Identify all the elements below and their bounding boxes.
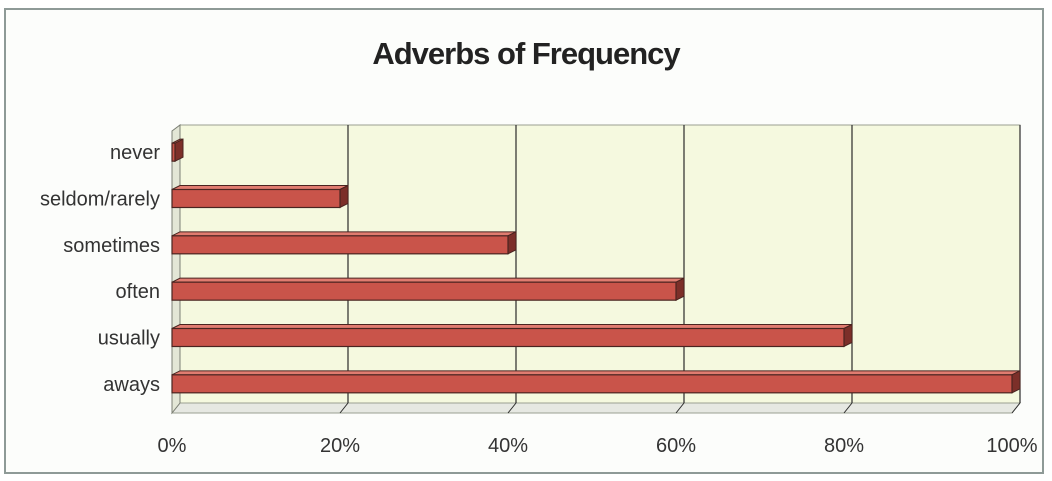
x-tick-label: 60% (656, 435, 696, 457)
bar-side-face (675, 277, 685, 301)
gridline-floor (1011, 402, 1021, 414)
plot-floor (170, 402, 1022, 414)
bars (171, 138, 1021, 394)
plot-area (170, 124, 1022, 415)
x-tick-label: 20% (320, 435, 360, 457)
y-category-label: never (110, 142, 160, 164)
bar-top-face (171, 324, 853, 329)
bar (171, 142, 176, 162)
bar-side-face (339, 184, 349, 209)
x-tick-label: 80% (824, 435, 864, 457)
y-category-label: sometimes (63, 235, 160, 257)
gridline-floor (507, 402, 517, 414)
gridline-floor (339, 402, 349, 414)
x-tick-label: 100% (986, 435, 1037, 457)
x-tick-label: 40% (488, 435, 528, 457)
bar (171, 374, 1013, 394)
bar-side-face (843, 323, 853, 348)
y-category-label: often (116, 281, 160, 303)
gridline-floor (675, 402, 685, 414)
bar (171, 188, 341, 209)
bar-side-face (174, 138, 184, 162)
bar-top-face (171, 231, 517, 237)
plot-background (180, 125, 1020, 403)
bar-side-face (507, 231, 517, 255)
y-category-label: usually (98, 328, 160, 350)
bar (171, 281, 677, 301)
bar-top-face (171, 185, 349, 190)
y-category-label: seldom/rarely (40, 189, 160, 211)
bar-side-face (1011, 370, 1021, 394)
bar-top-face (171, 277, 685, 283)
bar (171, 327, 845, 348)
chart-title: Adverbs of Frequency (372, 36, 680, 71)
plot-left-wall (171, 124, 181, 415)
bar (171, 235, 509, 255)
y-category-label: aways (103, 374, 160, 396)
x-tick-label: 0% (158, 435, 187, 457)
gridline-floor (843, 402, 853, 414)
bar-top-face (171, 370, 1021, 376)
axis-labels: 0% 20% 40% 60% 80% 100% aways usually often somet… (40, 142, 1038, 457)
